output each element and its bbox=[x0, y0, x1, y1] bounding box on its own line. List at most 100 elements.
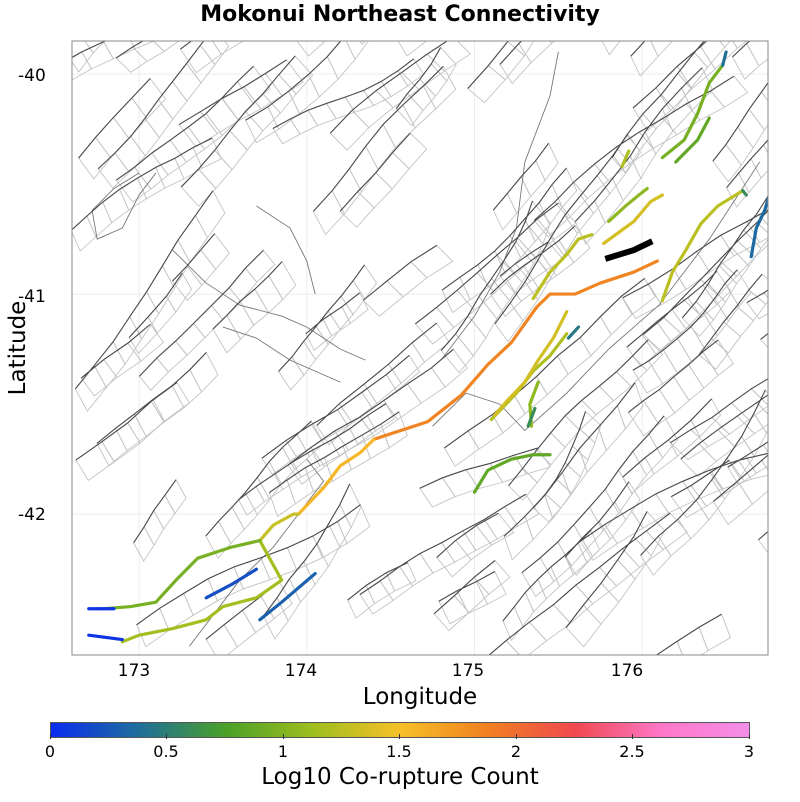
fault-section-box bbox=[750, 378, 768, 406]
fault-section-box bbox=[183, 578, 219, 616]
fault-trace bbox=[499, 241, 549, 277]
fault-section-box bbox=[419, 63, 448, 97]
fault-trace bbox=[444, 278, 645, 449]
fault-section-box bbox=[97, 152, 131, 189]
fault-section-box bbox=[702, 270, 732, 306]
fault-section-box bbox=[328, 503, 352, 548]
fault-section-box bbox=[155, 157, 185, 189]
x-tick-label: 176 bbox=[610, 661, 644, 681]
fault-section-box bbox=[331, 168, 363, 215]
fault-section-box bbox=[289, 109, 319, 135]
fault-section-box bbox=[375, 151, 410, 190]
fault-trace bbox=[72, 41, 107, 59]
fault-section-box bbox=[307, 55, 339, 98]
co-rupture-fault bbox=[526, 406, 537, 428]
fault-trace bbox=[760, 332, 768, 340]
fault-trace bbox=[440, 200, 533, 351]
fault-trace bbox=[312, 65, 444, 212]
fault-trace bbox=[680, 394, 768, 460]
fault-section-box bbox=[741, 412, 768, 458]
fault-traces bbox=[72, 41, 768, 655]
fault-trace bbox=[441, 167, 567, 291]
fault-section-box bbox=[214, 129, 248, 171]
fault-section-box bbox=[719, 41, 731, 48]
fault-section-box bbox=[86, 201, 113, 238]
fault-trace bbox=[632, 41, 708, 109]
fault-section-box bbox=[709, 75, 749, 108]
colorbar-tick-label: 3 bbox=[743, 742, 755, 761]
fault-section-box bbox=[150, 381, 190, 423]
fault-section-box bbox=[499, 263, 532, 295]
fault-section-box bbox=[645, 512, 688, 551]
fault-section-box bbox=[544, 478, 573, 509]
fault-section-box bbox=[165, 272, 193, 313]
colorbar-tickmark bbox=[50, 734, 51, 739]
y-tick-label: -41 bbox=[18, 287, 46, 307]
fault-section-box bbox=[658, 376, 690, 414]
fault-section-box bbox=[795, 430, 800, 463]
fault-trace bbox=[395, 47, 442, 110]
fault-section-box bbox=[263, 596, 289, 640]
fault-section-box bbox=[326, 41, 356, 80]
fault-trace bbox=[499, 41, 523, 65]
fault-trace bbox=[339, 132, 411, 212]
x-axis-label: Longitude bbox=[362, 684, 478, 710]
fault-section-box bbox=[430, 46, 457, 82]
fault-section-box bbox=[456, 581, 489, 614]
fault-section-box bbox=[157, 80, 188, 120]
colorbar-tick-label: 2 bbox=[510, 742, 522, 761]
y-tick-label: -42 bbox=[18, 505, 46, 525]
co-rupture-fault bbox=[674, 116, 711, 164]
fault-section-box bbox=[737, 108, 766, 149]
fault-section-box bbox=[573, 163, 609, 200]
fault-section-box bbox=[221, 81, 255, 121]
fault-trace bbox=[72, 137, 213, 231]
fault-trace bbox=[136, 504, 361, 626]
fault-section-box bbox=[375, 71, 420, 109]
fault-section-box bbox=[494, 302, 524, 343]
fault-section-box bbox=[550, 415, 581, 448]
fault-trace bbox=[712, 81, 768, 162]
coastline-segment bbox=[172, 249, 366, 361]
fault-trace bbox=[80, 323, 151, 379]
fault-trace bbox=[268, 411, 400, 494]
fault-section-box bbox=[786, 394, 800, 429]
fault-section-box bbox=[690, 416, 731, 448]
fault-trace bbox=[521, 415, 665, 574]
fault-section-box bbox=[746, 41, 768, 67]
coastline-segment bbox=[256, 205, 316, 295]
fault-section-box bbox=[473, 559, 511, 595]
fault-section-box bbox=[344, 89, 375, 113]
fault-section-box bbox=[272, 118, 301, 145]
fault-section-box bbox=[72, 215, 97, 252]
fault-section-box bbox=[575, 566, 618, 605]
fault-section-box bbox=[307, 102, 337, 126]
fault-trace bbox=[758, 530, 768, 541]
fault-section-box bbox=[726, 172, 750, 208]
fault-section-box bbox=[152, 384, 185, 423]
fault-section-box bbox=[143, 509, 165, 547]
fault-trace bbox=[565, 511, 648, 628]
fault-section-box bbox=[748, 91, 768, 131]
co-rupture-fault bbox=[120, 538, 284, 644]
fault-section-box bbox=[492, 192, 518, 231]
fault-section-box bbox=[347, 584, 376, 619]
fault-section-box bbox=[138, 357, 169, 391]
fault-section-box bbox=[312, 190, 345, 236]
fault-section-box bbox=[205, 97, 239, 137]
colorbar-tickmark bbox=[399, 734, 400, 739]
fault-trace bbox=[574, 67, 703, 223]
coastline-segment bbox=[432, 161, 760, 432]
co-rupture-fault bbox=[372, 259, 659, 441]
co-rupture-fault bbox=[204, 567, 259, 600]
fault-section-box bbox=[278, 356, 305, 391]
fault-section-box bbox=[763, 139, 768, 155]
fault-trace bbox=[433, 560, 496, 615]
fault-section-box bbox=[316, 522, 341, 568]
fault-trace bbox=[115, 41, 144, 59]
fault-trace bbox=[533, 75, 735, 221]
fault-section-box bbox=[535, 432, 566, 466]
plot-frame bbox=[71, 40, 769, 656]
fault-section-box bbox=[189, 351, 219, 393]
fault-section-box bbox=[490, 278, 522, 318]
